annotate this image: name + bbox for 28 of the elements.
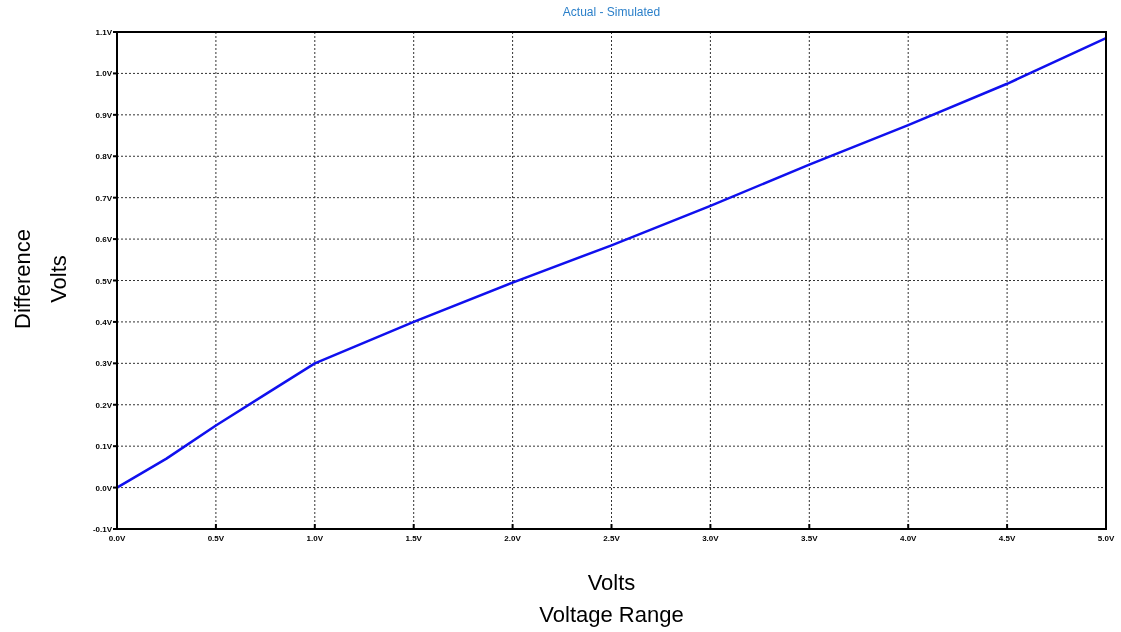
- x-tick-label: 4.5V: [998, 534, 1016, 543]
- x-tick-label: 1.5V: [405, 534, 423, 543]
- x-tick-label: 0.0V: [108, 534, 126, 543]
- x-tick-label: 3.5V: [801, 534, 819, 543]
- y-tick-label: 1.1V: [95, 28, 113, 37]
- x-axis-title: Volts Voltage Range: [539, 570, 684, 627]
- y-tick-label: 0.0V: [95, 483, 113, 493]
- y-axis-title: Difference Volts: [10, 229, 71, 329]
- x-tick-label: 2.5V: [603, 534, 621, 543]
- y-tick-label: 1.0V: [95, 69, 113, 79]
- x-tick-label: 0.5V: [207, 534, 225, 543]
- y-tick-label: 0.9V: [95, 110, 113, 120]
- y-tick-label: 0.5V: [95, 276, 113, 286]
- chart-title: Actual - Simulated: [562, 5, 661, 19]
- y-tick-label: -0.1V: [92, 525, 113, 534]
- y-tick-label: 0.2V: [95, 400, 113, 410]
- y-tick-label: 0.8V: [95, 152, 113, 162]
- x-tick-label: 1.0V: [306, 534, 324, 543]
- y-tick-label: 0.4V: [95, 317, 113, 327]
- y-tick-label: 0.3V: [95, 359, 113, 369]
- x-tick-label: 4.0V: [899, 534, 918, 543]
- y-tick-label: 0.7V: [95, 193, 113, 203]
- x-tick-label: 3.0V: [702, 534, 720, 543]
- y-tick-label: 0.1V: [95, 442, 113, 452]
- x-tick-label: 2.0V: [504, 534, 522, 543]
- line-series: [115, 36, 1108, 489]
- y-tick-label: 0.6V: [95, 235, 113, 245]
- x-tick-label: 5.0V: [1097, 534, 1115, 543]
